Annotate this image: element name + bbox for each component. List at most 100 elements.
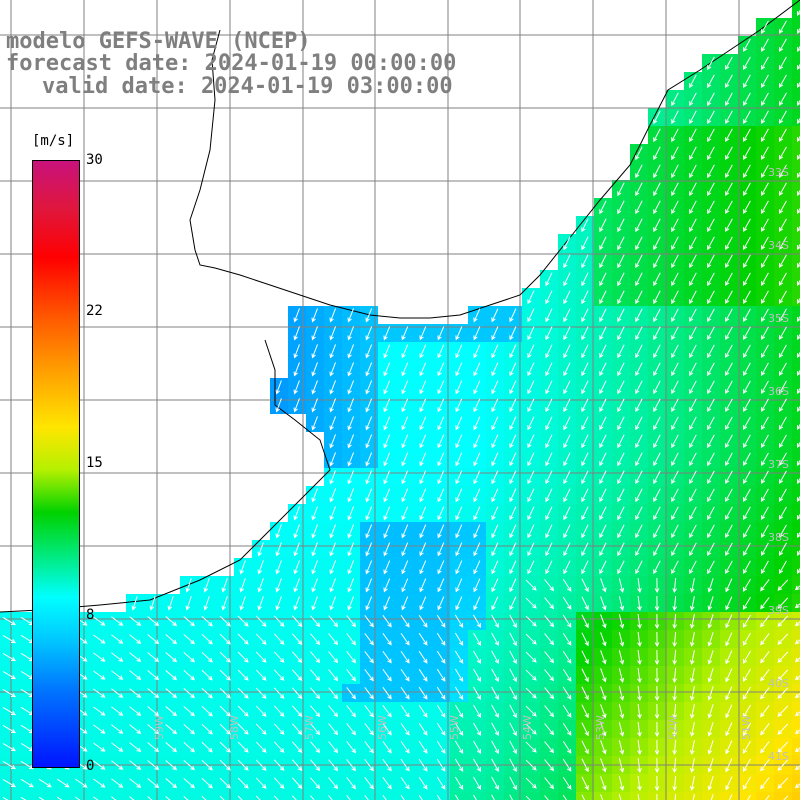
wind-arrow <box>165 724 178 735</box>
wind-arrow <box>491 452 499 467</box>
wind-arrow <box>689 74 697 89</box>
wind-arrow <box>581 452 589 467</box>
wind-arrow <box>365 398 373 413</box>
wind-arrow <box>707 686 714 701</box>
wind-arrow <box>689 596 695 611</box>
wind-arrow <box>618 632 625 647</box>
wind-arrow <box>725 110 733 125</box>
wind-arrow <box>617 182 625 197</box>
wind-arrow <box>437 380 445 395</box>
wind-arrow <box>777 579 789 591</box>
wind-arrow <box>454 794 459 800</box>
wind-arrow <box>760 651 770 664</box>
wind-arrow <box>794 603 800 609</box>
wind-arrow <box>329 524 337 539</box>
wind-arrow <box>617 272 625 287</box>
wind-arrow <box>310 795 315 800</box>
wind-arrow <box>527 398 535 413</box>
wind-arrow <box>635 218 643 233</box>
wind-arrow <box>329 452 337 467</box>
wind-arrow <box>401 542 409 557</box>
wind-arrow <box>761 218 769 233</box>
wind-arrow <box>111 742 124 752</box>
wind-arrow <box>2 761 16 770</box>
wind-arrow <box>311 398 318 413</box>
wind-arrow <box>743 542 751 557</box>
wind-arrow <box>491 344 499 359</box>
wind-arrow <box>563 524 571 539</box>
wind-arrow <box>527 344 535 359</box>
wind-arrow <box>473 542 481 557</box>
wind-arrow <box>2 617 16 626</box>
wind-speed-cell <box>792 144 800 162</box>
wind-arrow <box>129 616 142 627</box>
wind-arrow <box>473 632 482 646</box>
lon-label-51w: 51W <box>740 715 753 740</box>
wind-arrow <box>725 434 733 449</box>
wind-arrow <box>311 560 318 575</box>
wind-arrow <box>653 488 661 503</box>
wind-arrow <box>419 524 427 539</box>
wind-arrow <box>725 542 733 557</box>
wind-arrow <box>618 794 622 800</box>
wind-arrow <box>672 703 678 720</box>
wind-arrow <box>653 380 661 395</box>
wind-arrow <box>347 434 355 449</box>
wind-arrow <box>401 506 409 521</box>
wind-arrow <box>20 778 34 788</box>
wind-arrow <box>509 524 517 539</box>
wind-arrow <box>654 757 660 774</box>
wind-arrow <box>147 760 160 771</box>
wind-arrow <box>545 506 553 521</box>
wind-arrow <box>779 380 787 394</box>
wind-arrow <box>671 236 679 251</box>
wind-speed-cell <box>792 126 800 144</box>
wind-arrow <box>710 794 714 800</box>
wind-arrow <box>689 272 697 287</box>
wind-arrow <box>779 488 787 502</box>
wind-arrow <box>365 344 373 359</box>
wind-arrow <box>382 741 392 754</box>
wind-arrow <box>743 326 751 341</box>
wind-arrow <box>637 649 642 665</box>
colorbar-tick-22: 22 <box>86 303 103 319</box>
wind-arrow <box>581 398 589 413</box>
wind-speed-cell <box>792 342 800 360</box>
wind-arrow <box>761 92 769 107</box>
wind-arrow <box>509 308 517 323</box>
wind-arrow <box>599 470 607 485</box>
lat-label-41s: 41S <box>768 750 789 763</box>
wind-arrow <box>527 326 535 341</box>
wind-arrow <box>617 488 625 503</box>
wind-arrow <box>311 380 318 395</box>
wind-arrow <box>473 704 482 718</box>
wind-arrow <box>581 560 589 575</box>
wind-arrow <box>689 110 697 125</box>
wind-arrow <box>273 777 285 789</box>
wind-arrow <box>689 704 695 719</box>
wind-arrow <box>563 290 571 305</box>
wind-arrow <box>725 416 733 431</box>
wind-arrow <box>653 290 661 305</box>
wind-arrow <box>525 705 537 717</box>
wind-speed-cell <box>126 792 144 800</box>
wind-arrow <box>777 777 789 789</box>
wind-arrow <box>653 308 661 323</box>
wind-arrow <box>491 578 499 593</box>
wind-arrow <box>689 542 697 557</box>
wind-arrow <box>129 760 142 771</box>
wind-arrow <box>617 362 625 377</box>
wind-arrow <box>654 721 660 738</box>
wind-arrow <box>617 344 625 359</box>
wind-arrow <box>491 686 499 701</box>
wind-arrow <box>328 687 339 700</box>
wind-arrow <box>742 758 751 772</box>
wind-arrow <box>707 452 715 467</box>
wind-arrow <box>581 524 589 539</box>
wind-arrow <box>437 488 445 503</box>
wind-arrow <box>418 668 428 682</box>
wind-arrow <box>491 398 499 413</box>
wind-arrow <box>491 560 499 575</box>
wind-arrow <box>491 380 499 395</box>
